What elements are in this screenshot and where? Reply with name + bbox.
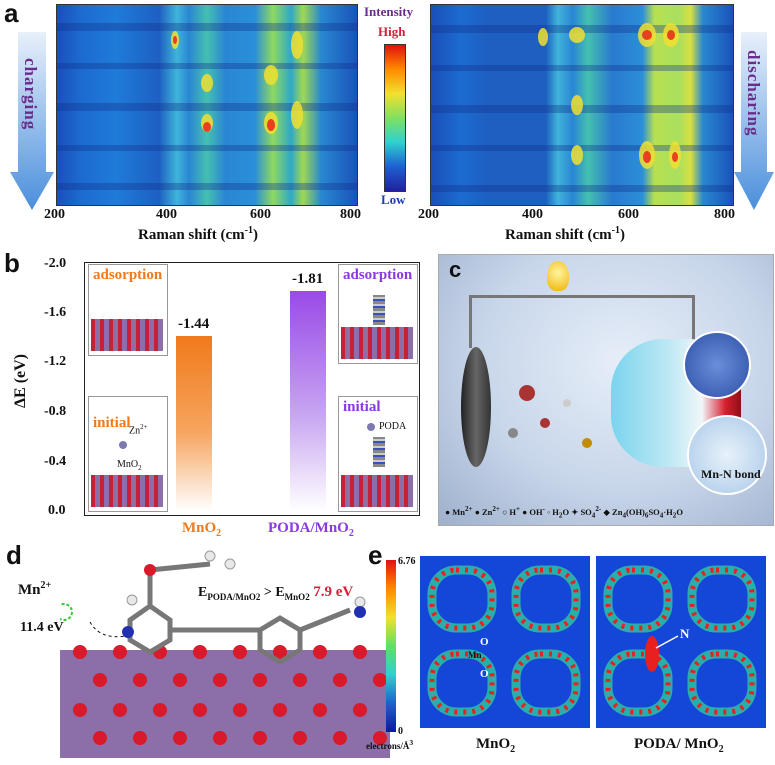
intensity-colorbar bbox=[384, 44, 406, 192]
wire-icon bbox=[469, 295, 695, 348]
magnified-bond-circle bbox=[687, 415, 767, 495]
panel-e-label: e bbox=[368, 540, 383, 570]
bar-poda-mno2 bbox=[290, 291, 326, 511]
ytick-2.0: -2.0 bbox=[44, 256, 67, 271]
right-tick-200: 200 bbox=[418, 207, 439, 222]
poda-molecule bbox=[127, 561, 351, 665]
delta-e-ylabel: ΔE (eV) bbox=[12, 353, 30, 409]
energy-compare-label: EPODA/MnO2 > EMnO2 7.9 eV bbox=[198, 584, 354, 602]
legend-zhs: ◆ Zn4(OH)6SO4·H2O bbox=[603, 506, 683, 520]
magnified-top-circle bbox=[683, 331, 751, 399]
right-xlabel: Raman shift (cm-1) bbox=[505, 225, 625, 243]
ytick-1.2: -1.2 bbox=[44, 354, 67, 369]
legend-mn: ● Mn2+ bbox=[445, 505, 473, 517]
legend-oh: ● OH- bbox=[522, 505, 546, 517]
panel-d-label: d bbox=[6, 540, 22, 570]
zn-ion-icon bbox=[119, 441, 127, 449]
ytick-0.4: -0.4 bbox=[44, 454, 67, 469]
o-label-2: O bbox=[480, 668, 489, 680]
energy-right-value: 7.9 eV bbox=[313, 584, 354, 600]
panel-b-label: b bbox=[4, 248, 20, 278]
intensity-high: High bbox=[378, 24, 406, 39]
legend-so4: ✦ SO42- bbox=[571, 505, 602, 520]
panel-a-label: a bbox=[4, 0, 19, 28]
panel-d-structure bbox=[55, 540, 400, 760]
intensity-title: Intensity bbox=[364, 4, 414, 19]
lightbulb-icon bbox=[547, 261, 569, 291]
panel-e-colorbar bbox=[386, 560, 396, 732]
legend-zn: ● Zn2+ bbox=[474, 505, 500, 517]
panel-c-box: c Mn-N bond ● Mn2+ ● Zn2+ ○ H+ ● OH- ◦ H… bbox=[438, 254, 774, 526]
mno2-inset-label: MnO2 bbox=[117, 459, 142, 472]
category-poda-mno2: PODA/MnO2 bbox=[268, 520, 354, 539]
charging-label: charging bbox=[21, 58, 40, 131]
slab-icon bbox=[341, 327, 413, 359]
ytick-1.6: -1.6 bbox=[44, 305, 67, 320]
mn-ion-label: Mn2+ bbox=[18, 580, 52, 598]
legend-h2o: ◦ H2O bbox=[547, 506, 570, 520]
caption-poda-mno2: PODA/ MnO2 bbox=[634, 736, 724, 755]
panel-c-legend: ● Mn2+ ● Zn2+ ○ H+ ● OH- ◦ H2O ✦ SO42- ◆… bbox=[445, 505, 683, 520]
slab-icon bbox=[91, 475, 163, 507]
chart-b-frame bbox=[84, 262, 420, 516]
discharging-label: discharing bbox=[744, 50, 763, 137]
inset-bl-label: initial bbox=[93, 415, 131, 431]
left-tick-200: 200 bbox=[44, 207, 65, 222]
inset-mno2-adsorption: adsorption bbox=[88, 264, 168, 356]
heatmap-right bbox=[430, 4, 734, 206]
inset-poda-initial: initial PODA bbox=[338, 396, 418, 512]
intensity-low: Low bbox=[381, 192, 406, 207]
ytick-0.8: -0.8 bbox=[44, 404, 67, 419]
electrode-disc-left bbox=[461, 347, 491, 467]
left-tick-400: 400 bbox=[156, 207, 177, 222]
cb-min-label: 0 bbox=[398, 726, 403, 737]
caption-mno2: MnO2 bbox=[476, 736, 516, 755]
o-label-1: O bbox=[480, 636, 489, 648]
slab-icon bbox=[91, 319, 163, 351]
discharging-arrow bbox=[734, 32, 774, 210]
right-tick-400: 400 bbox=[522, 207, 543, 222]
right-tick-600: 600 bbox=[618, 207, 639, 222]
left-xlabel: Raman shift (cm-1) bbox=[138, 225, 258, 243]
density-map-poda: N bbox=[596, 556, 766, 728]
poda-inset-label: PODA bbox=[379, 421, 407, 432]
charging-arrow bbox=[10, 32, 54, 210]
ytick-0.0: 0.0 bbox=[48, 503, 66, 518]
bar-poda-value-label: -1.81 bbox=[292, 271, 324, 288]
energy-left-label: 11.4 eV bbox=[20, 620, 64, 635]
n-label: N bbox=[680, 626, 690, 641]
inset-tr-label: adsorption bbox=[343, 267, 413, 283]
poda-ion-icon bbox=[367, 423, 375, 431]
mn-label: Mn bbox=[468, 650, 482, 660]
inset-mno2-initial: initial Zn2+ MnO2 bbox=[88, 396, 168, 512]
slab-icon bbox=[341, 475, 413, 507]
mn-n-bond-label: Mn-N bond bbox=[701, 467, 761, 481]
mno2-slab bbox=[60, 645, 390, 758]
bar-mno2-value-label: -1.44 bbox=[178, 316, 210, 333]
inset-poda-adsorption: adsorption bbox=[338, 264, 418, 364]
heatmap-left bbox=[56, 4, 358, 206]
left-tick-600: 600 bbox=[250, 207, 271, 222]
poda-molecule-icon bbox=[373, 437, 385, 467]
poda-molecule-icon bbox=[373, 295, 385, 325]
legend-h: ○ H+ bbox=[502, 505, 521, 517]
inset-tl-label: adsorption bbox=[93, 267, 163, 283]
cb-unit-label: electrons/Å3 bbox=[366, 738, 414, 751]
category-mno2: MnO2 bbox=[182, 520, 222, 539]
inset-br-label: initial bbox=[343, 399, 381, 415]
right-tick-800: 800 bbox=[714, 207, 735, 222]
ion-cluster-icon bbox=[519, 385, 535, 401]
cb-max-label: 6.76 bbox=[398, 556, 416, 567]
panel-c-label: c bbox=[449, 257, 462, 282]
density-map-mno2: O Mn O bbox=[420, 556, 590, 728]
zn-ion-label: Zn2+ bbox=[129, 423, 148, 437]
bar-mno2 bbox=[176, 336, 212, 511]
left-tick-800: 800 bbox=[340, 207, 361, 222]
